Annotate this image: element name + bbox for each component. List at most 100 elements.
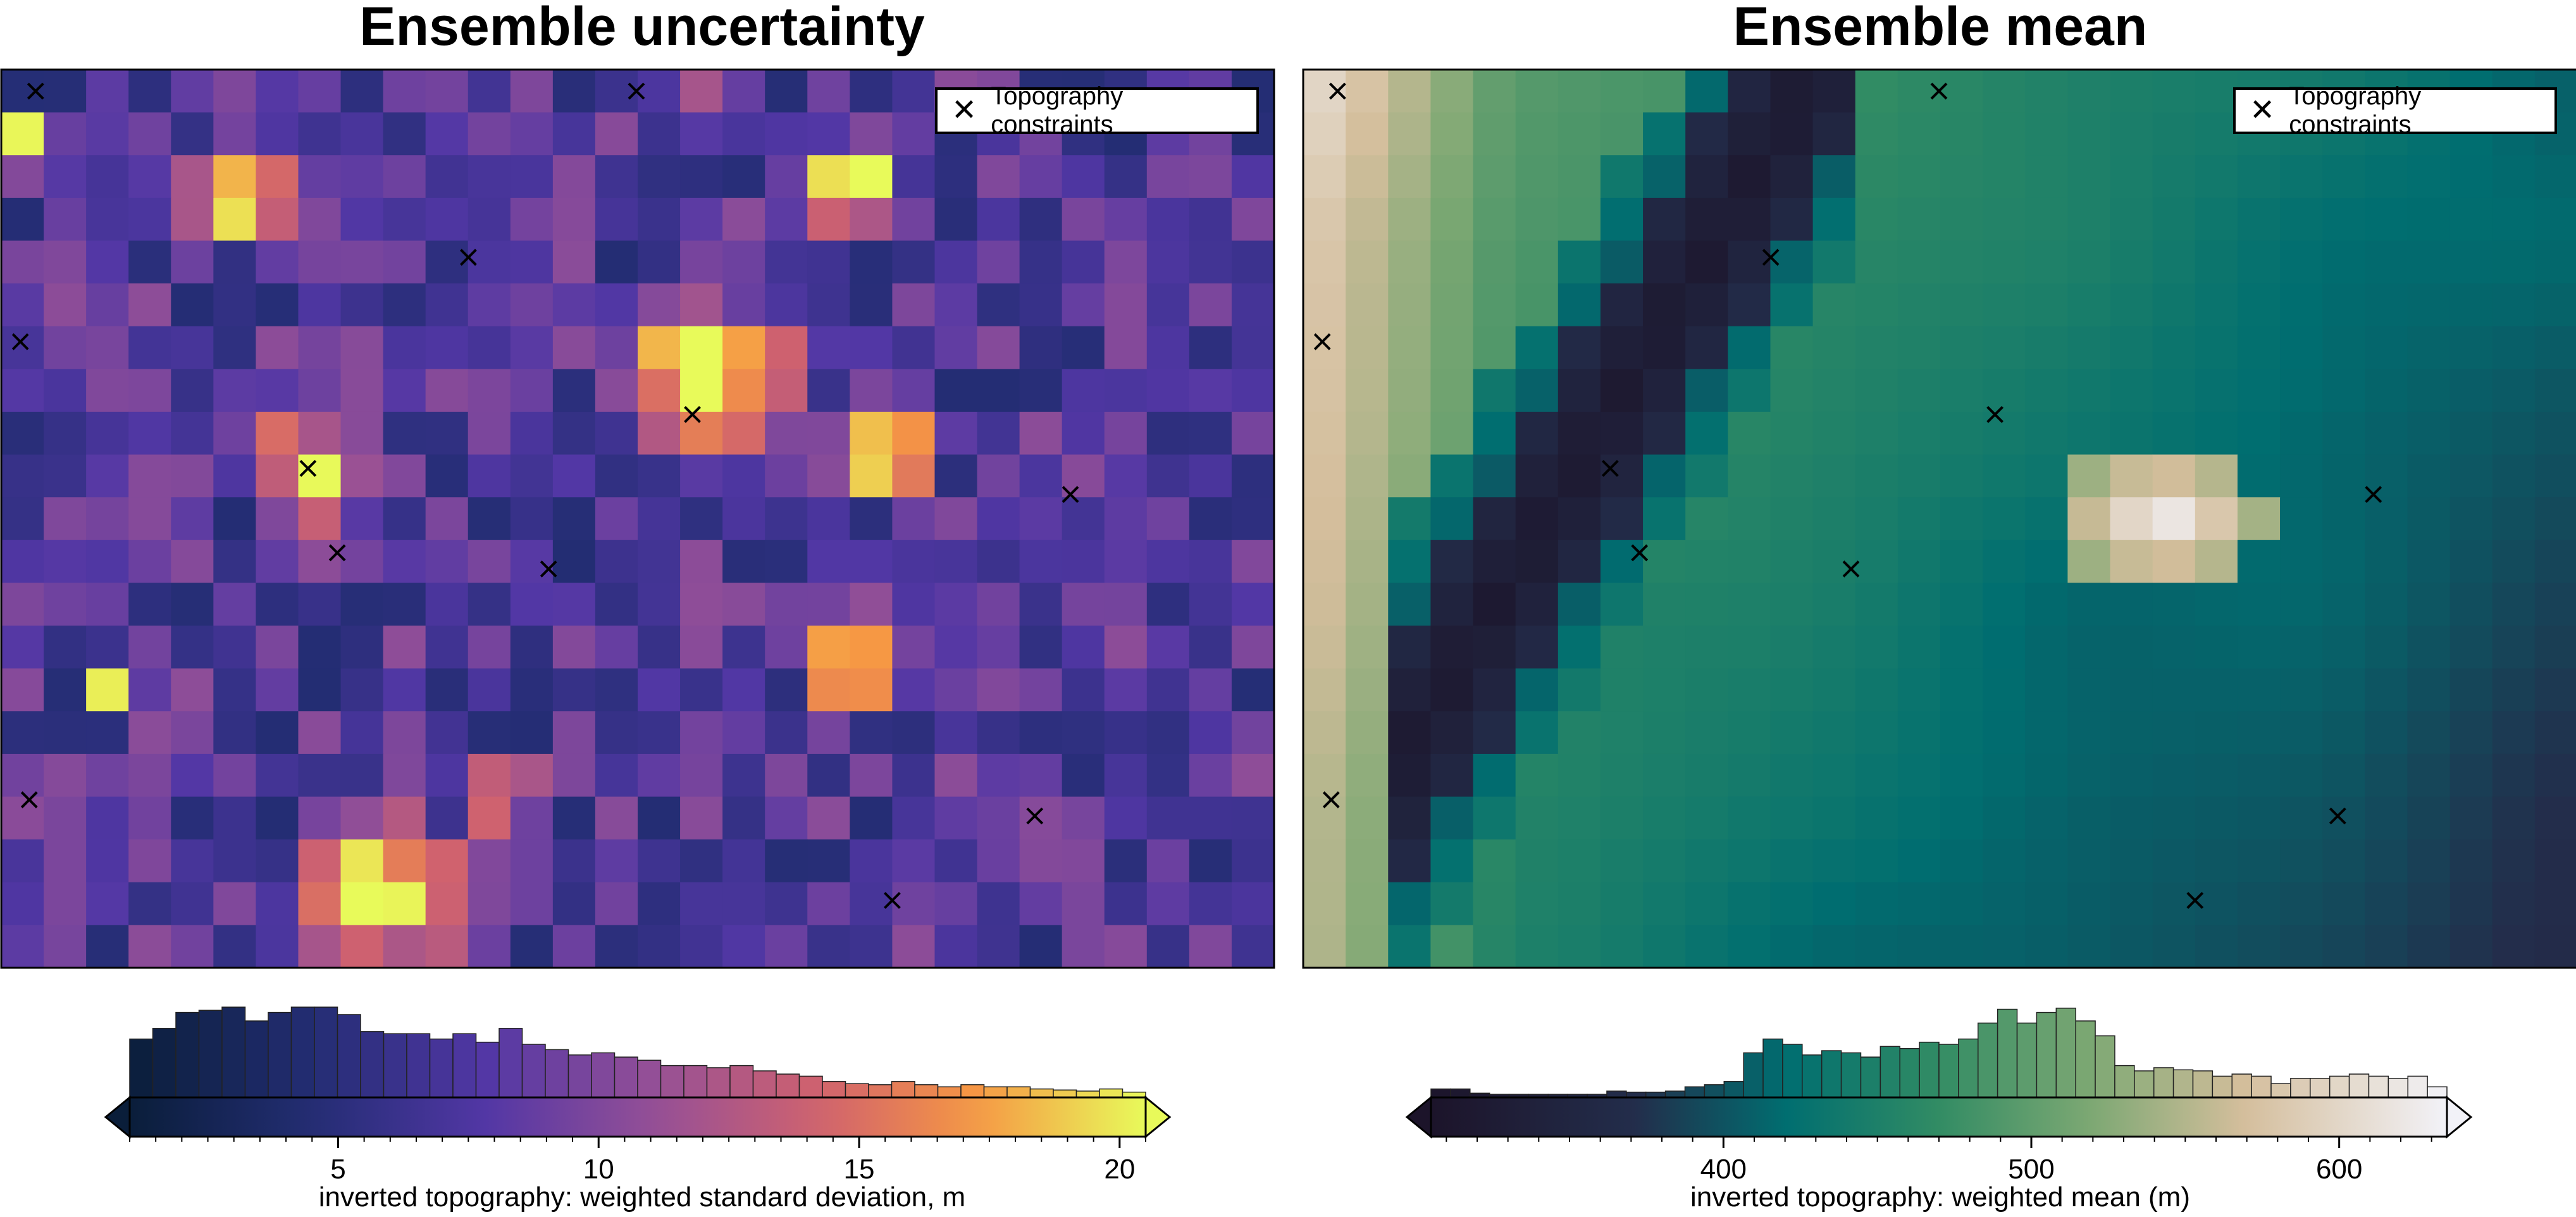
- uncertainty-title: Ensemble uncertainty: [359, 0, 925, 57]
- heatmap-cell: [44, 497, 87, 541]
- cross-marker-icon: ✕: [2250, 94, 2276, 127]
- heatmap-cell: [510, 283, 554, 327]
- heatmap-cell: [340, 454, 384, 498]
- heatmap-cell: [86, 411, 129, 455]
- heatmap-cell: [2449, 925, 2493, 968]
- heatmap-cell: [638, 796, 681, 840]
- histogram-bar: [337, 1014, 361, 1098]
- heatmap-cell: [680, 497, 723, 541]
- heatmap-cell: [1557, 112, 1601, 156]
- heatmap-cell: [765, 283, 808, 327]
- heatmap-cell: [1189, 583, 1232, 626]
- heatmap-cell: [128, 326, 171, 369]
- heatmap-cell: [340, 411, 384, 455]
- heatmap-cell: [1346, 155, 1389, 199]
- heatmap-cell: [2025, 753, 2068, 798]
- constraint-marker: [2329, 807, 2346, 825]
- heatmap-cell: [2407, 882, 2451, 925]
- heatmap-cell: [807, 454, 850, 498]
- heatmap-cell: [2025, 369, 2068, 412]
- heatmap-cell: [510, 583, 554, 626]
- heatmap-cell: [1104, 796, 1148, 840]
- heatmap-cell: [171, 839, 214, 883]
- heatmap-cell: [340, 326, 384, 369]
- heatmap-cell: [1812, 839, 1856, 883]
- heatmap-cell: [213, 882, 256, 925]
- heatmap-cell: [595, 540, 638, 584]
- heatmap-cell: [765, 626, 808, 669]
- histogram-bar: [290, 1006, 315, 1098]
- heatmap-cell: [850, 668, 893, 712]
- heatmap-cell: [2407, 240, 2451, 284]
- heatmap-cell: [298, 839, 342, 883]
- heatmap-cell: [1104, 668, 1148, 712]
- heatmap-cell: [128, 839, 171, 883]
- heatmap-cell: [425, 753, 469, 798]
- heatmap-cell: [2492, 925, 2536, 968]
- histogram-bar: [1723, 1081, 1744, 1098]
- heatmap-cell: [171, 497, 214, 541]
- heatmap-cell: [1388, 112, 1431, 156]
- heatmap-cell: [2449, 540, 2493, 584]
- heatmap-cell: [765, 796, 808, 840]
- heatmap-cell: [1231, 155, 1275, 199]
- heatmap-cell: [1812, 753, 1856, 798]
- heatmap-cell: [2067, 70, 2111, 113]
- heatmap-cell: [2280, 197, 2323, 242]
- heatmap-cell: [1897, 197, 1941, 242]
- histogram-bar: [983, 1086, 1008, 1098]
- heatmap-cell: [2110, 796, 2153, 840]
- mean-title: Ensemble mean: [1733, 0, 2148, 57]
- heatmap-cell: [1770, 882, 1814, 925]
- heatmap-cell: [1855, 711, 1898, 755]
- heatmap-cell: [2534, 454, 2576, 498]
- heatmap-cell: [340, 839, 384, 883]
- heatmap-cell: [2110, 753, 2153, 798]
- heatmap-cell: [680, 626, 723, 669]
- heatmap-cell: [1303, 753, 1346, 798]
- heatmap-cell: [2195, 283, 2238, 327]
- histogram-bar: [776, 1073, 800, 1098]
- heatmap-cell: [2322, 668, 2365, 712]
- heatmap-cell: [1146, 411, 1190, 455]
- heatmap-cell: [1728, 112, 1771, 156]
- heatmap-cell: [2237, 882, 2281, 925]
- constraint-marker: [1631, 544, 1649, 562]
- heatmap-cell: [1855, 197, 1898, 242]
- heatmap-cell: [1430, 583, 1474, 626]
- heatmap-cell: [44, 70, 87, 113]
- heatmap-cell: [425, 668, 469, 712]
- heatmap-cell: [2322, 155, 2365, 199]
- heatmap-cell: [1728, 326, 1771, 369]
- heatmap-cell: [1515, 882, 1559, 925]
- heatmap-cell: [425, 540, 469, 584]
- heatmap-cell: [1515, 197, 1559, 242]
- heatmap-cell: [425, 925, 469, 968]
- heatmap-cell: [1231, 668, 1275, 712]
- heatmap-cell: [977, 882, 1020, 925]
- heatmap-cell: [510, 796, 554, 840]
- heatmap-cell: [1062, 668, 1105, 712]
- heatmap-cell: [1600, 326, 1644, 369]
- histogram-bar: [1762, 1038, 1783, 1098]
- heatmap-cell: [2067, 197, 2111, 242]
- heatmap-cell: [934, 283, 978, 327]
- histogram-bar: [1919, 1041, 1940, 1098]
- heatmap-cell: [1303, 411, 1346, 455]
- heatmap-cell: [765, 155, 808, 199]
- heatmap-cell: [1104, 326, 1148, 369]
- heatmap-cell: [1557, 70, 1601, 113]
- heatmap-cell: [298, 583, 342, 626]
- heatmap-cell: [1557, 668, 1601, 712]
- heatmap-cell: [2407, 326, 2451, 369]
- heatmap-cell: [256, 112, 299, 156]
- heatmap-cell: [2195, 454, 2238, 498]
- heatmap-cell: [1019, 497, 1063, 541]
- heatmap-cell: [128, 882, 171, 925]
- heatmap-cell: [44, 411, 87, 455]
- heatmap-cell: [2534, 540, 2576, 584]
- heatmap-cell: [2110, 369, 2153, 412]
- heatmap-cell: [1, 197, 44, 242]
- heatmap-cell: [213, 711, 256, 755]
- heatmap-cell: [1940, 369, 1983, 412]
